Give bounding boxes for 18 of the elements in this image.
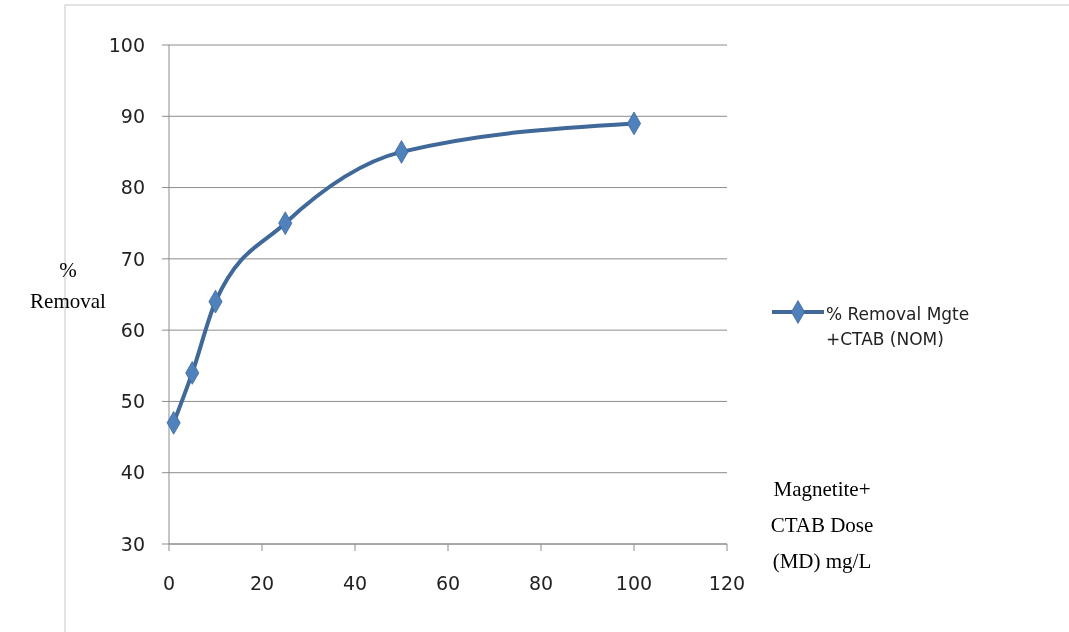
y-tick-label: 70 (120, 247, 145, 270)
x-tick-label: 0 (162, 572, 176, 594)
y-tick-label: 90 (120, 104, 145, 127)
y-axis-title: % Removal (30, 258, 107, 313)
x-tick-label: 80 (528, 572, 554, 594)
x-tick-label: 120 (708, 572, 746, 594)
y-tick-label: 30 (120, 532, 145, 555)
legend-label: % Removal Mgte +CTAB (NOM) (826, 304, 970, 349)
x-tick-label: 100 (615, 572, 653, 594)
y-tick-label: 50 (120, 390, 145, 413)
y-tick-label: 80 (120, 176, 145, 199)
x-tick-label: 20 (249, 572, 275, 594)
x-tick-label: 40 (342, 572, 368, 594)
y-tick-label: 60 (120, 318, 145, 341)
x-axis-title: Magnetite+ CTAB Dose (MD) mg/L (770, 477, 874, 573)
y-tick-label: 40 (120, 461, 145, 484)
y-tick-label: 100 (108, 33, 145, 56)
x-tick-label: 60 (435, 572, 461, 594)
